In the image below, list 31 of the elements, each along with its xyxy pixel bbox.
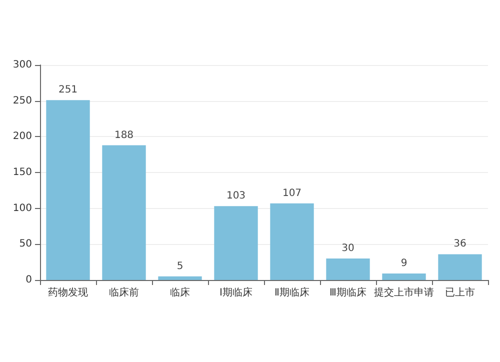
- x-tick-label: Ⅱ期临床: [274, 286, 310, 298]
- data-label: 251: [58, 84, 78, 96]
- y-tick-label: 300: [12, 60, 32, 70]
- data-label: 30: [342, 243, 354, 254]
- bar: [214, 206, 258, 280]
- x-tick-label: 药物发现: [48, 286, 88, 298]
- data-label: 9: [400, 258, 408, 270]
- bar: [326, 258, 370, 280]
- bar: [270, 203, 314, 280]
- bar: [382, 274, 426, 280]
- y-tick-label: 150: [12, 167, 32, 178]
- bar: [102, 145, 146, 280]
- y-tick-label: 0: [26, 274, 32, 286]
- bar: [158, 276, 202, 280]
- data-label: 188: [114, 130, 134, 141]
- data-label: 107: [282, 188, 302, 199]
- data-label: 103: [226, 190, 246, 202]
- y-tick-label: 100: [12, 202, 32, 214]
- y-tick-label: 250: [12, 95, 32, 106]
- x-tick-label: 临床: [170, 286, 190, 298]
- data-label: 36: [454, 238, 466, 250]
- data-label: 5: [176, 260, 184, 272]
- x-tick-label: 提交上市申请: [374, 286, 434, 298]
- bar: [46, 100, 90, 280]
- bar: [438, 254, 482, 280]
- x-tick-label: 临床前: [109, 286, 139, 298]
- y-tick-label: 200: [12, 131, 32, 142]
- x-tick-label: Ⅰ期临床: [220, 286, 252, 298]
- x-tick-label: Ⅲ期临床: [330, 286, 366, 298]
- x-tick-label: 已上市: [445, 286, 475, 298]
- y-tick-label: 50: [19, 238, 32, 250]
